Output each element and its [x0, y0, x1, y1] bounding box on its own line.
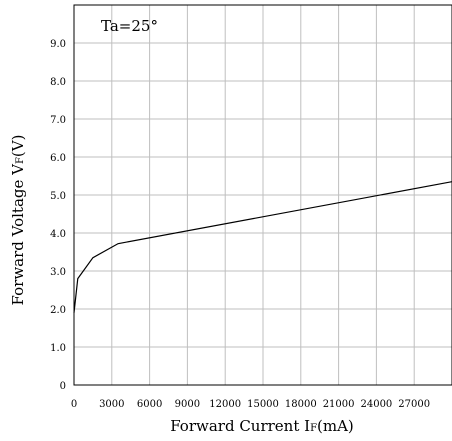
y-tick-label: 5.0	[50, 191, 66, 202]
x-tick-label: 18000	[285, 399, 317, 410]
y-tick-label: 7.0	[50, 115, 66, 126]
x-tick-label: 15000	[247, 399, 279, 410]
x-tick-label: 12000	[209, 399, 241, 410]
y-tick-label: 0	[60, 381, 66, 392]
x-tick-label: 3000	[99, 399, 124, 410]
temperature-annotation: Ta=25°	[101, 17, 158, 35]
x-axis-ticks: 0 3000 6000 9000 12000 15000 18000 21000 24000 27…	[71, 399, 430, 410]
x-tick-label: 27000	[398, 399, 430, 410]
y-tick-label: 1.0	[50, 343, 66, 354]
x-axis-label-subscript: F	[310, 423, 317, 434]
series-layer	[73, 181, 452, 313]
grid	[74, 5, 452, 385]
x-tick-label: 24000	[360, 399, 392, 410]
x-tick-label: 21000	[323, 399, 355, 410]
x-axis-label-prefix: Forward Current I	[170, 417, 310, 435]
x-tick-label: 0	[71, 399, 77, 410]
y-axis-ticks: 0 1.0 2.0 3.0 4.0 5.0 6.0 7.0 8.0 9.0	[50, 39, 66, 392]
y-tick-label: 9.0	[50, 39, 66, 50]
y-axis-label-prefix: Forward Voltage V	[9, 163, 27, 306]
x-axis-label: Forward Current IF(mA)	[170, 417, 354, 435]
y-axis-label-suffix: (V)	[9, 135, 27, 158]
forward-voltage-curve	[73, 181, 452, 313]
plot-frame	[73, 4, 452, 386]
x-tick-label: 6000	[137, 399, 162, 410]
y-axis-label-subscript: F	[15, 157, 26, 164]
y-tick-label: 3.0	[50, 267, 66, 278]
y-tick-label: 2.0	[50, 305, 66, 316]
x-axis-label-suffix: (mA)	[317, 417, 354, 435]
y-tick-label: 8.0	[50, 77, 66, 88]
y-tick-label: 4.0	[50, 229, 66, 240]
x-tick-label: 9000	[175, 399, 200, 410]
y-axis-label: Forward Voltage VF(V)	[9, 135, 27, 306]
y-tick-label: 6.0	[50, 153, 66, 164]
